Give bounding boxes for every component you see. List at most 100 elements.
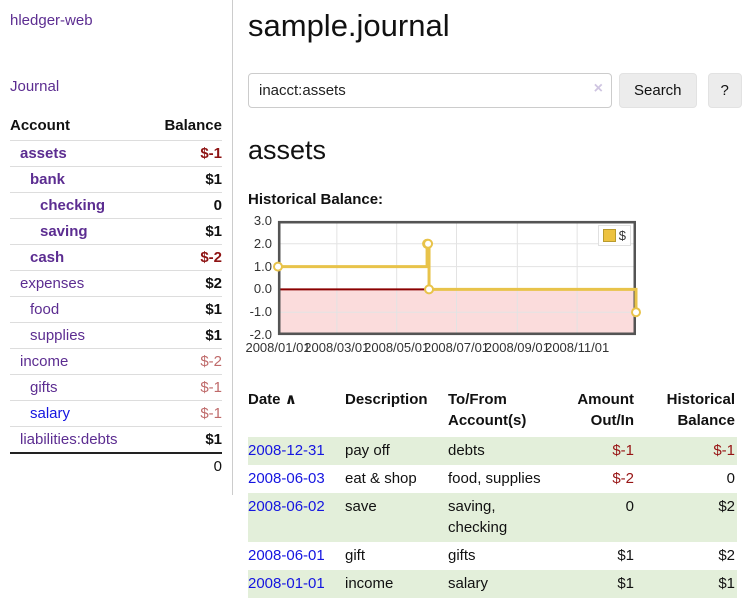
register-header-balance: Historical Balance (666, 391, 735, 429)
x-tick-label: 2008/05/01 (364, 340, 430, 355)
transaction-date-link[interactable]: 2008-12-31 (248, 442, 325, 459)
account-row: gifts $-1 (10, 374, 222, 401)
account-heading: assets (248, 135, 327, 165)
register-amount-cell: 0 (625, 497, 634, 515)
register-accounts-cell: gifts (448, 547, 476, 564)
account-name-cell: checking (10, 192, 149, 219)
account-name-cell: food (10, 296, 149, 323)
x-tick-label: 2008/01/01 (245, 340, 311, 355)
register-description-cell: pay off (345, 442, 390, 459)
clear-search-icon[interactable]: × (593, 80, 603, 97)
transaction-date-link[interactable]: 2008-06-03 (248, 469, 325, 487)
chart-plot-area: $ (273, 220, 641, 336)
account-row: salary $-1 (10, 400, 222, 427)
register-row: 2008-12-31 pay off debts $-1 $-1 (248, 437, 737, 465)
account-balance-cell: $-1 (200, 145, 222, 162)
y-tick-label: -2.0 (249, 327, 272, 342)
register-date-cell: 2008-06-02 (248, 493, 345, 543)
x-tick-label: 2008/03/01 (304, 340, 370, 355)
brand: hledger-web (10, 12, 222, 30)
legend-swatch-icon (602, 229, 616, 242)
accounts-table: Account Balance assets $-1 bank $1 checking 0… (10, 114, 222, 479)
account-name-cell: assets (10, 141, 148, 167)
register-row: 2008-06-03 eat & shop food, supplies $-2 0 (248, 465, 737, 493)
sidebar-account-link[interactable]: liabilities:debts (20, 431, 118, 448)
search-button[interactable]: Search (619, 73, 697, 108)
sidebar-account-link[interactable]: bank (30, 171, 66, 188)
register-description-cell: income (345, 574, 394, 592)
register-description-cell: gift (345, 547, 366, 564)
account-balance-cell: $-2 (148, 244, 222, 271)
account-balance-cell: $-2 (148, 348, 222, 375)
sidebar-account-link[interactable]: supplies (30, 327, 86, 344)
account-name-cell: gifts (10, 374, 149, 401)
sidebar-account-link[interactable]: cash (30, 249, 65, 266)
register-date-cell: 2008-06-03 (248, 465, 345, 493)
nav-journal-link[interactable]: Journal (10, 78, 60, 95)
sidebar-nav: Journal (10, 78, 222, 96)
register-header-date[interactable]: Date ∧ (248, 391, 297, 408)
register-accounts-cell: food, supplies (448, 469, 541, 487)
help-button[interactable]: ? (707, 73, 742, 108)
register-balance-cell: $1 (718, 574, 735, 592)
register-amount-cell: $-2 (612, 469, 634, 487)
register-header-accounts: To/From Account(s) (448, 391, 527, 429)
y-tick-label: -1.0 (249, 304, 272, 320)
register-accounts-cell: debts (448, 442, 485, 459)
y-tick-label: 1.0 (253, 258, 272, 274)
account-row: saving $1 (10, 218, 222, 245)
register-header-row: Date ∧ Description To/From Account(s) Am… (248, 387, 737, 437)
register-balance-cell: $-1 (713, 442, 735, 459)
register-description-cell: eat & shop (345, 469, 417, 487)
sidebar-account-link[interactable]: checking (40, 197, 106, 214)
sidebar-account-link[interactable]: assets (20, 145, 67, 162)
account-name-cell: bank (10, 166, 149, 193)
register-amount-cell: $1 (617, 574, 634, 592)
account-balance-cell: $1 (148, 166, 222, 193)
register-header-amount: Amount Out/In (577, 391, 634, 429)
account-name-cell: saving (10, 218, 149, 245)
historical-balance-chart: 3.0 2.0 1.0 0.0 -1.0 -2.0 $ 2008/01/01 2008/03… (245, 213, 742, 367)
chart-legend: $ (597, 225, 631, 246)
account-row: cash $-2 (10, 244, 222, 271)
sidebar-account-link[interactable]: expenses (20, 275, 85, 292)
chart-x-axis: 2008/01/01 2008/03/01 2008/05/01 2008/07/01… (245, 340, 636, 358)
accounts-total-value: 0 (148, 452, 222, 479)
account-row: expenses $2 (10, 270, 222, 297)
transaction-date-link[interactable]: 2008-06-01 (248, 547, 325, 564)
sidebar-account-link[interactable]: food (30, 301, 60, 318)
account-balance-cell: $1 (148, 218, 222, 245)
register-date-cell: 2008-12-31 (248, 437, 345, 465)
sidebar-account-link[interactable]: salary (30, 405, 71, 422)
x-tick-label: 2008/11/01 (545, 340, 610, 355)
brand-link[interactable]: hledger-web (10, 12, 93, 29)
register-rows: 2008-12-31 pay off debts $-1 $-1 2008-06-03 ea… (248, 437, 737, 598)
account-row: bank $1 (10, 166, 222, 193)
register-balance-cell: 0 (726, 469, 735, 487)
register-amount-cell: $1 (617, 547, 634, 564)
transaction-date-link[interactable]: 2008-01-01 (248, 574, 325, 592)
page-title: sample.journal (248, 8, 450, 43)
chart-y-axis: 3.0 2.0 1.0 0.0 -1.0 -2.0 (248, 213, 274, 342)
account-name-cell: income (10, 348, 149, 375)
accounts-header-balance: Balance (148, 114, 222, 141)
sidebar-account-link[interactable]: saving (40, 223, 88, 240)
account-row: supplies $1 (10, 322, 222, 349)
register-date-cell: 2008-01-01 (248, 570, 345, 598)
register-description-cell: save (345, 497, 377, 515)
search-form: × Search ? (248, 73, 742, 108)
account-row: liabilities:debts $1 (10, 426, 222, 453)
sidebar-account-link[interactable]: income (20, 353, 69, 370)
y-tick-label: 0.0 (253, 281, 272, 297)
transaction-date-link[interactable]: 2008-06-02 (248, 497, 325, 515)
account-balance-cell: $1 (148, 296, 222, 323)
account-row: income $-2 (10, 348, 222, 375)
account-balance-cell: $1 (148, 426, 222, 453)
search-input[interactable] (248, 73, 612, 108)
x-tick-label: 2008/07/01 (423, 340, 490, 355)
y-tick-label: 3.0 (253, 213, 272, 228)
register-row: 2008-01-01 income salary $1 $1 (248, 569, 737, 598)
account-row: checking 0 (10, 192, 222, 219)
sidebar-account-link[interactable]: gifts (30, 379, 58, 396)
